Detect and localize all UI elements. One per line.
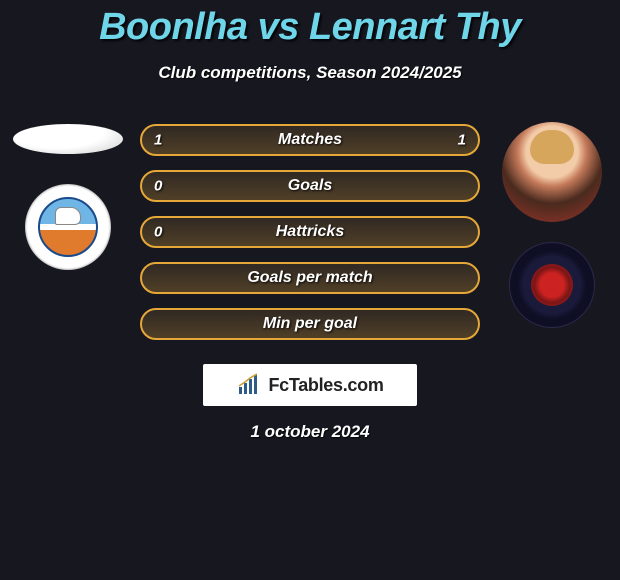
stat-label: Matches — [278, 131, 342, 149]
player-right-photo — [502, 122, 602, 222]
stat-left-value: 0 — [154, 224, 162, 241]
stat-right-value: 1 — [458, 132, 466, 149]
branding-badge: FcTables.com — [203, 364, 417, 406]
branding-text: FcTables.com — [268, 375, 383, 396]
stat-row-min-per-goal: Min per goal — [140, 308, 480, 340]
stat-row-goals: 0 Goals — [140, 170, 480, 202]
subtitle: Club competitions, Season 2024/2025 — [0, 63, 620, 83]
stat-label: Goals per match — [247, 269, 372, 287]
stat-row-hattricks: 0 Hattricks — [140, 216, 480, 248]
club-right-badge-text — [510, 243, 594, 327]
stat-left-value: 0 — [154, 178, 162, 195]
date-text: 1 october 2024 — [0, 422, 620, 442]
player-right-column — [492, 120, 612, 328]
player-left-photo — [13, 124, 123, 154]
chart-icon — [236, 373, 262, 397]
club-right-badge — [509, 242, 595, 328]
club-left-badge — [25, 184, 111, 270]
player-left-column — [8, 120, 128, 270]
stat-label: Goals — [288, 177, 332, 195]
stat-label: Hattricks — [276, 223, 344, 241]
stat-row-goals-per-match: Goals per match — [140, 262, 480, 294]
stat-label: Min per goal — [263, 315, 357, 333]
stat-row-matches: 1 Matches 1 — [140, 124, 480, 156]
stat-left-value: 1 — [154, 132, 162, 149]
page-title: Boonlha vs Lennart Thy — [0, 0, 620, 49]
stats-table: 1 Matches 1 0 Goals 0 Hattricks Goals pe… — [140, 124, 480, 354]
